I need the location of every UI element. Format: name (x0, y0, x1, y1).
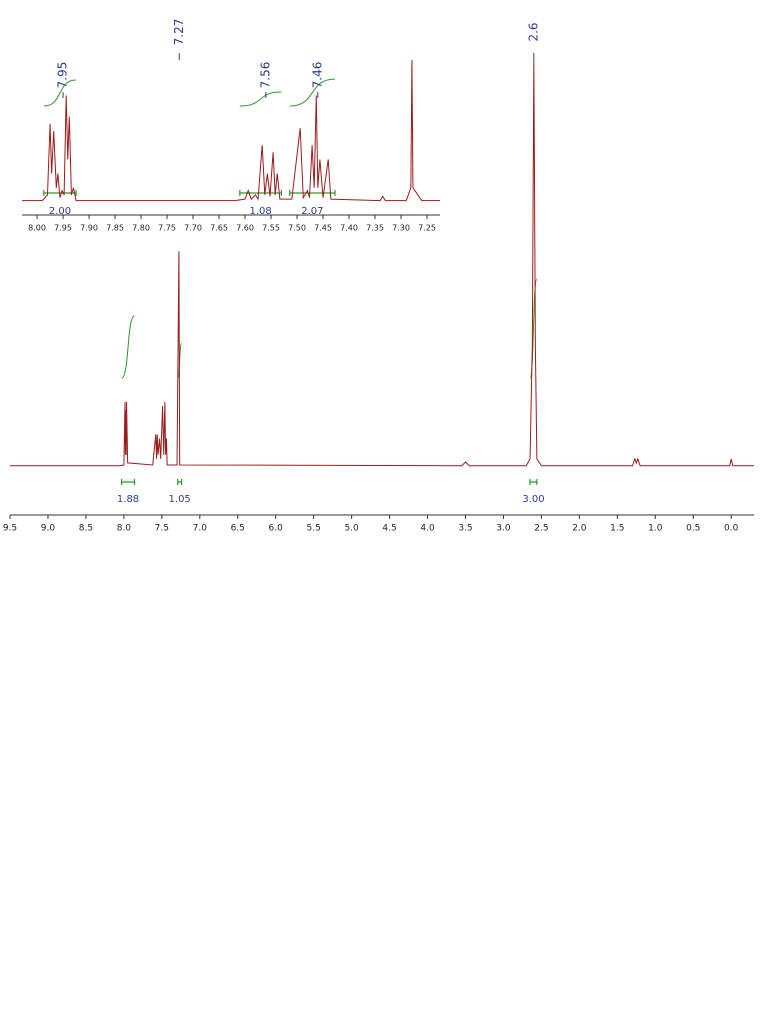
x-tick-label: 7.50 (288, 224, 306, 233)
integral-label: 3.00 (522, 494, 544, 505)
x-tick-label: 7.60 (236, 224, 254, 233)
x-tick-label: 7.0 (193, 524, 208, 534)
x-tick-label: 2.0 (572, 524, 587, 534)
integral-label: 1.88 (117, 494, 139, 505)
integral-label: 2.07 (301, 206, 323, 217)
x-tick-label: 5.5 (307, 524, 321, 534)
x-tick-label: 1.0 (648, 524, 663, 534)
x-tick-label: 1.5 (610, 524, 624, 534)
x-tick-label: 7.30 (392, 224, 410, 233)
integral-curve (239, 91, 282, 107)
integral-label: 2.00 (49, 206, 71, 217)
integral-bracket (289, 190, 336, 196)
peak-label: 7.27 (172, 19, 186, 46)
x-tick-label: 9.5 (3, 524, 17, 534)
x-tick-label: 6.5 (231, 524, 245, 534)
integral-curve (289, 78, 335, 107)
x-tick-label: 0.5 (686, 524, 700, 534)
x-tick-label: 8.5 (79, 524, 93, 534)
x-tick-label: 7.90 (80, 224, 98, 233)
x-tick-label: 7.70 (184, 224, 202, 233)
x-tick-label: 7.75 (158, 224, 176, 233)
x-tick-label: 3.5 (458, 524, 472, 534)
x-tick-label: 7.35 (366, 224, 384, 233)
x-tick-label: 2.5 (534, 524, 548, 534)
x-tick-label: 7.25 (418, 224, 436, 233)
integral-curve (121, 315, 135, 379)
peak-label: 2.6 (526, 22, 540, 41)
x-tick-label: 0.0 (724, 524, 739, 534)
x-tick-label: 8.0 (117, 524, 132, 534)
x-tick-label: 4.0 (420, 524, 435, 534)
peak-label: 7.95 (56, 62, 70, 89)
integral-curve (43, 79, 77, 107)
spectrum-line (22, 59, 440, 202)
x-tick-label: 7.40 (340, 224, 358, 233)
spectrum-line (10, 59, 754, 467)
x-tick-label: 7.85 (106, 224, 124, 233)
x-tick-label: 5.0 (344, 524, 359, 534)
x-tick-label: 7.45 (314, 224, 332, 233)
x-tick-label: 8.00 (28, 224, 46, 233)
integral-label: 1.08 (250, 206, 272, 217)
integral-bracket (529, 479, 538, 485)
x-tick-label: 7.95 (54, 224, 72, 233)
x-tick-label: 4.5 (382, 524, 396, 534)
peak-label: 7.46 (310, 62, 324, 89)
x-tick-label: 7.55 (262, 224, 280, 233)
integral-bracket (177, 479, 183, 485)
integral-bracket (121, 479, 136, 485)
x-tick-label: 7.65 (210, 224, 228, 233)
x-tick-label: 9.0 (41, 524, 56, 534)
x-tick-label: 6.0 (269, 524, 284, 534)
x-tick-label: 3.0 (496, 524, 511, 534)
x-tick-label: 7.5 (155, 524, 169, 534)
integral-label: 1.05 (169, 494, 191, 505)
x-tick-label: 7.80 (132, 224, 150, 233)
peak-label: 7.56 (258, 62, 272, 89)
integral-curve (529, 278, 538, 379)
